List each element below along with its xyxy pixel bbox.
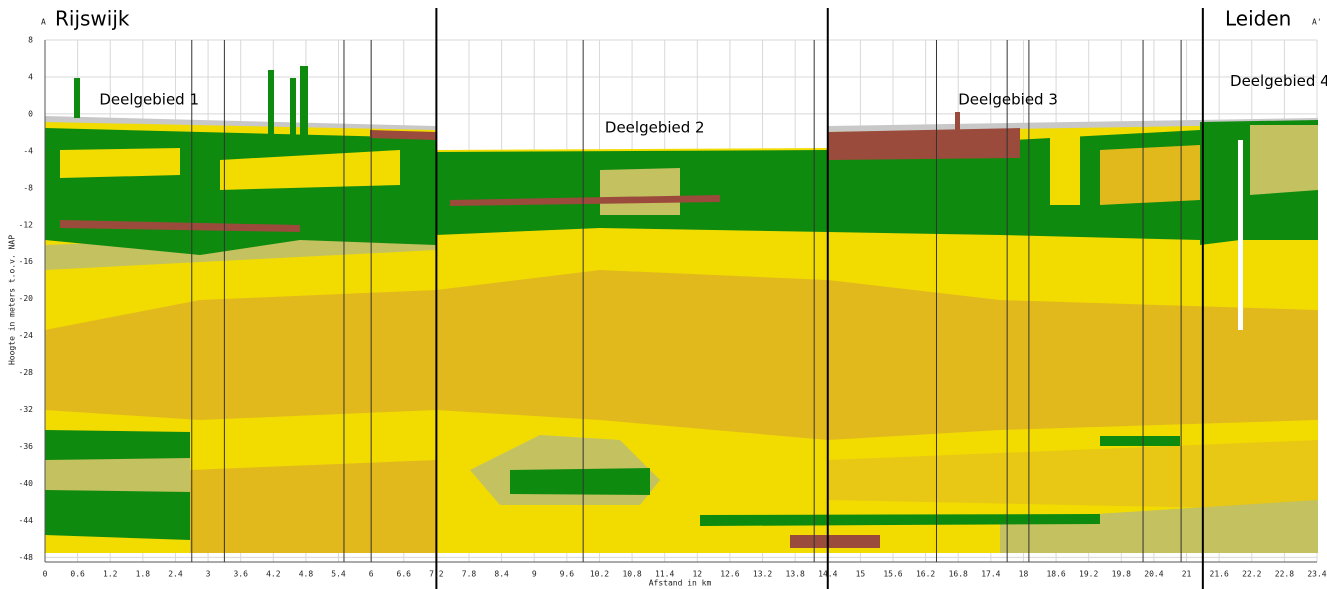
clay-brown (370, 130, 436, 140)
x-tick-label: 5.4 (331, 570, 346, 579)
y-tick-label: -16 (19, 257, 34, 266)
y-tick-label: -20 (19, 294, 34, 303)
sand-band (190, 460, 436, 553)
clay-brown (450, 195, 720, 206)
surface-strip (45, 116, 436, 130)
x-tick-label: 17.4 (981, 570, 1000, 579)
spike (290, 78, 296, 140)
clay-brown (60, 220, 300, 232)
x-tick-label: 6.6 (397, 570, 412, 579)
x-tick-label: 15 (856, 570, 866, 579)
region-label: Deelgebied 2 (605, 118, 705, 136)
x-tick-label: 8.4 (494, 570, 509, 579)
sand-lens (1050, 130, 1080, 205)
sand-lens (220, 150, 400, 190)
spike (955, 112, 960, 130)
y-tick-label: -44 (19, 516, 34, 525)
x-tick-label: 0.6 (70, 570, 85, 579)
y-tick-label: -24 (19, 331, 34, 340)
x-tick-label: 22.8 (1275, 570, 1294, 579)
x-tick-label: 10.2 (590, 570, 609, 579)
x-tick-label: 1.8 (136, 570, 151, 579)
y-tick-label: 0 (28, 109, 33, 118)
spike (268, 70, 274, 140)
x-tick-label: 0 (43, 570, 48, 579)
clay-lens (1250, 125, 1318, 195)
y-tick-label: -12 (19, 220, 34, 229)
gap (1238, 140, 1243, 330)
x-tick-label: 9 (532, 570, 537, 579)
region-label: Deelgebied 4 (1230, 72, 1327, 90)
y-tick-label: -8 (23, 183, 33, 192)
peat-layer (510, 468, 650, 495)
x-tick-label: 19.2 (1079, 570, 1098, 579)
end-marker: A' (1312, 18, 1322, 27)
spike (74, 78, 80, 118)
start-place: Rijswijk (55, 7, 130, 31)
x-tick-label: 13.8 (786, 570, 805, 579)
x-tick-label: 16.8 (949, 570, 968, 579)
surface-strip (828, 118, 1318, 132)
sand-lens (1100, 145, 1200, 205)
clay-layer (1000, 500, 1318, 553)
y-tick-label: -36 (19, 442, 34, 451)
x-tick-label: 15.6 (883, 570, 902, 579)
region-label: Deelgebied 1 (99, 91, 199, 109)
clay-brown (828, 128, 1020, 160)
x-tick-label: 7.8 (462, 570, 477, 579)
x-tick-label: 21.6 (1210, 570, 1229, 579)
spike (300, 66, 308, 140)
peat-layer (45, 490, 190, 540)
x-tick-label: 3.6 (233, 570, 248, 579)
x-tick-label: 18 (1019, 570, 1029, 579)
overlay (44, 8, 1317, 589)
sand-band (828, 440, 1318, 510)
x-tick-label: 12.6 (720, 570, 739, 579)
sand-band (45, 270, 1318, 440)
x-tick-label: 23.4 (1307, 570, 1326, 579)
x-tick-label: 19.8 (1112, 570, 1131, 579)
sand-lens (60, 148, 180, 178)
x-tick-label: 7.2 (429, 570, 444, 579)
y-tick-label: -32 (19, 405, 34, 414)
x-tick-label: 10.8 (622, 570, 641, 579)
region-label: Deelgebied 3 (958, 91, 1058, 109)
x-tick-label: 18.6 (1046, 570, 1065, 579)
x-tick-label: 21 (1182, 570, 1192, 579)
x-tick-label: 4.2 (266, 570, 281, 579)
x-tick-label: 6 (369, 570, 374, 579)
x-tick-label: 1.2 (103, 570, 118, 579)
start-marker: A (41, 18, 46, 27)
clay-brown (790, 535, 880, 548)
x-axis-label: Afstand in km (649, 579, 712, 588)
x-tick-label: 22.2 (1242, 570, 1261, 579)
y-tick-label: -48 (19, 553, 34, 562)
y-tick-label: -4 (23, 146, 33, 155)
geology-profile (45, 66, 1318, 553)
x-tick-label: 4.8 (299, 570, 314, 579)
peat-layer (1100, 436, 1180, 446)
peat-layer (700, 514, 1100, 526)
y-tick-label: 8 (28, 36, 33, 45)
y-axis-label: Hoogte in meters t.o.v. NAP (8, 235, 17, 365)
y-tick-label: 4 (28, 72, 33, 81)
end-place: Leiden (1225, 7, 1291, 31)
peat-layer (45, 430, 190, 460)
x-tick-label: 11.4 (655, 570, 674, 579)
y-tick-label: -28 (19, 368, 34, 377)
x-tick-label: 13.2 (753, 570, 772, 579)
x-tick-label: 14.4 (818, 570, 837, 579)
x-tick-label: 3 (206, 570, 211, 579)
x-tick-label: 20.4 (1144, 570, 1163, 579)
x-tick-label: 16.2 (916, 570, 935, 579)
clay-lens (600, 168, 680, 215)
peat-layer (45, 128, 436, 255)
x-tick-label: 2.4 (168, 570, 183, 579)
x-tick-label: 12 (692, 570, 702, 579)
x-tick-label: 9.6 (560, 570, 575, 579)
y-tick-label: -40 (19, 479, 34, 488)
